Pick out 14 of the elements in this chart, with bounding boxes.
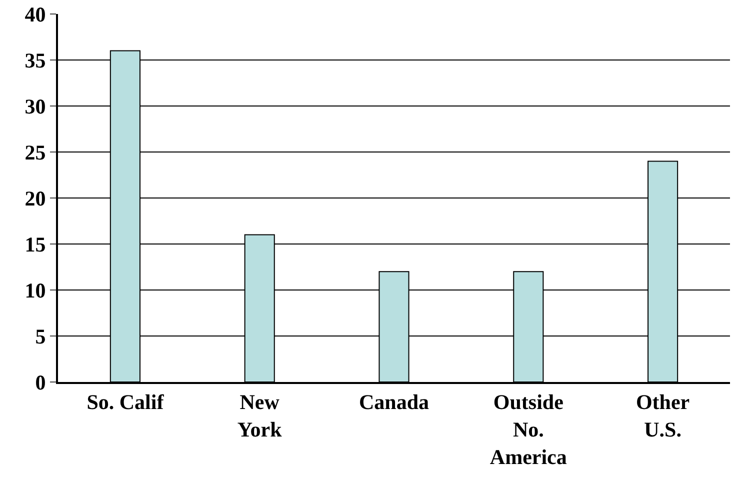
- y-tick-label: 5: [35, 324, 46, 348]
- y-tick-label: 40: [24, 2, 46, 26]
- x-tick-label: So. Calif: [86, 390, 165, 414]
- x-tick-label: Canada: [358, 390, 430, 414]
- y-tick-label: 20: [24, 186, 46, 210]
- y-tick-label: 30: [24, 94, 46, 118]
- x-tick-label: New York: [237, 390, 282, 442]
- y-tick-label: 35: [24, 48, 46, 72]
- x-tick-label: Outside No. America: [490, 390, 568, 469]
- y-tick-label: 0: [35, 370, 46, 394]
- x-tick-label: Other U.S.: [636, 390, 690, 442]
- y-tick-label: 25: [24, 140, 46, 164]
- y-tick-label: 15: [24, 232, 46, 256]
- y-tick-label: 10: [24, 278, 46, 302]
